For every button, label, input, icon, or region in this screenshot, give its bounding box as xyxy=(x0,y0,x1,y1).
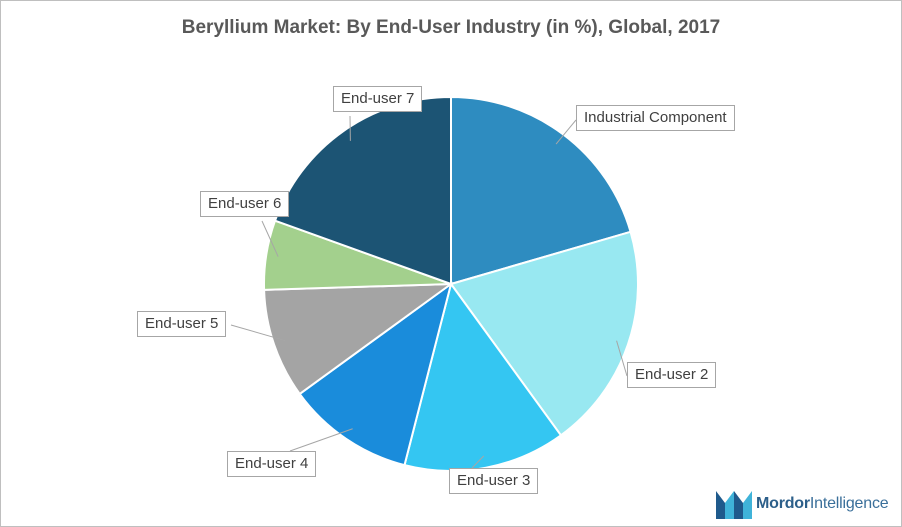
pie-slice-1 xyxy=(450,95,632,286)
chart-title: Beryllium Market: By End-User Industry (… xyxy=(181,17,721,38)
leader-line-5 xyxy=(230,324,286,342)
slice-label-7: End-user 7 xyxy=(333,86,423,112)
brand-name-bold: Mordor xyxy=(756,495,810,512)
label-leader-lines xyxy=(230,115,628,469)
slice-label-1: Industrial Component xyxy=(576,105,735,131)
pie-slice-3 xyxy=(403,281,563,472)
leader-line-3 xyxy=(471,455,485,469)
pie-slice-5 xyxy=(263,282,455,396)
slice-label-5: End-user 5 xyxy=(137,311,227,337)
slice-label-6: End-user 6 xyxy=(200,191,290,217)
brand-name-light: Intelligence xyxy=(809,495,889,512)
pie-slice-2 xyxy=(449,230,639,437)
leader-line-1 xyxy=(555,119,577,145)
pie-slices xyxy=(263,95,639,472)
brand-logo: MordorIntelligence xyxy=(716,488,889,520)
leader-line-2 xyxy=(616,340,628,377)
leader-line-4 xyxy=(289,428,353,452)
slice-label-3: End-user 3 xyxy=(449,468,539,494)
brand-name: MordorIntelligence xyxy=(756,495,889,513)
pie-slice-4 xyxy=(298,281,453,467)
mordor-intelligence-logo-icon xyxy=(716,491,752,519)
slice-label-2: End-user 2 xyxy=(627,362,717,388)
leader-line-6 xyxy=(261,220,279,257)
slice-label-4: End-user 4 xyxy=(227,451,317,477)
